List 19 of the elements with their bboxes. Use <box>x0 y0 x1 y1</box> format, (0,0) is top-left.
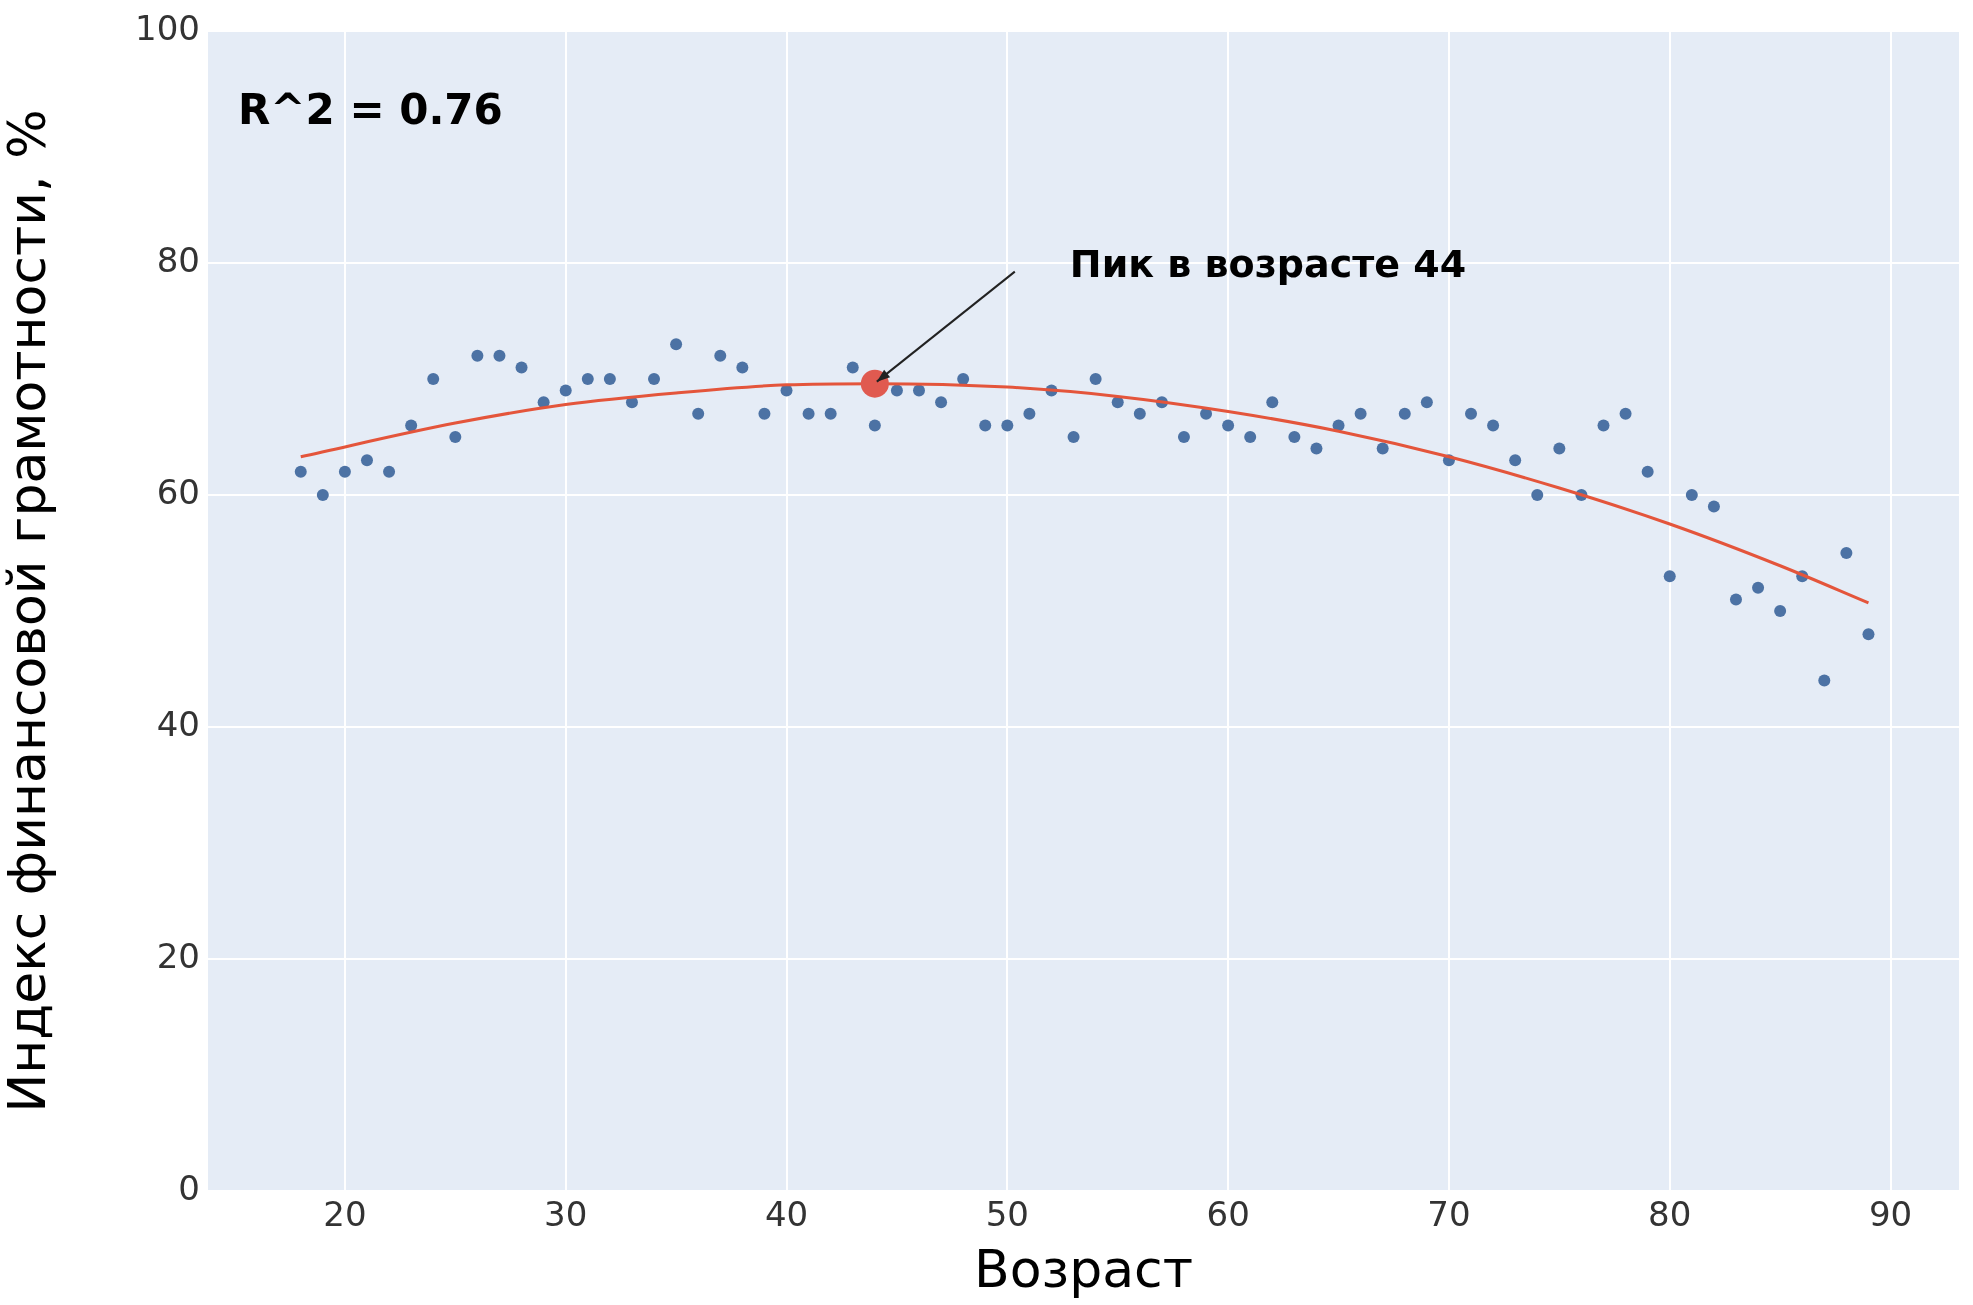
x-tick-label: 70 <box>1427 1194 1471 1235</box>
x-tick-label: 80 <box>1648 1194 1692 1235</box>
y-tick-label: 100 <box>135 7 200 48</box>
y-tick-label: 60 <box>156 471 200 512</box>
x-tick-label: 60 <box>1206 1194 1250 1235</box>
line-series <box>299 382 1870 605</box>
y-tick-label: 0 <box>178 1167 200 1208</box>
y-tick-label: 40 <box>156 703 200 744</box>
y-tick-label: 20 <box>156 935 200 976</box>
x-tick-label: 90 <box>1868 1194 1913 1235</box>
y-tick-label: 80 <box>156 239 200 280</box>
annotation: Пик в возрасте 44 <box>1069 241 1467 286</box>
x-tick-label: 20 <box>323 1194 367 1235</box>
x-tick-label: 40 <box>764 1194 809 1235</box>
y-axis-title: Индекс финансовой грамотности, % <box>0 109 57 1113</box>
annotation: R^2 = 0.76 <box>238 84 503 134</box>
x-tick-label: 30 <box>544 1194 588 1235</box>
x-axis-title: Возраст <box>974 1239 1193 1300</box>
x-tick-label: 50 <box>985 1194 1029 1235</box>
